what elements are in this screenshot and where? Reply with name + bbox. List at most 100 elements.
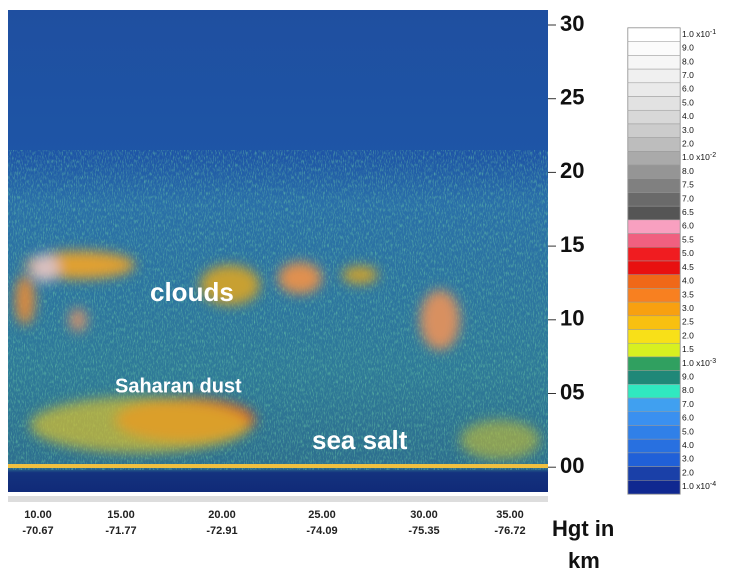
y-tick-label: 25 [560, 85, 584, 110]
axis-label: Hgt in [552, 516, 614, 541]
colorbar-cell [627, 480, 681, 495]
colorbar-cell [627, 274, 681, 289]
colorbar-cell [627, 356, 681, 371]
colorbar-label: 1.5 [682, 344, 694, 354]
colorbar-label: 1.0 x10-3 [682, 358, 716, 368]
colorbar-label: 9.0 [682, 372, 694, 382]
colorbar-label-text: 7.0 [682, 70, 694, 80]
annotation: sea salt [312, 425, 408, 455]
x-tick-label: 35.00 [496, 509, 524, 521]
colorbar-cell [627, 329, 681, 344]
x-tick-label: -70.67 [22, 525, 53, 537]
colorbar-label-text: 8.0 [682, 166, 694, 176]
x-tick-label: -74.09 [306, 525, 337, 537]
colorbar-label: 4.0 [682, 276, 694, 286]
y-tick-label: 10 [560, 306, 584, 331]
y-tick-label: 15 [560, 232, 584, 257]
colorbar-label: 1.0 x10-1 [682, 29, 716, 39]
colorbar-label-text: 7.0 [682, 194, 694, 204]
colorbar-cell [627, 288, 681, 303]
colorbar-label: 6.0 [682, 84, 694, 94]
colorbar-cell [627, 192, 681, 207]
colorbar-cell [627, 109, 681, 125]
colorbar-label: 9.0 [682, 43, 694, 53]
colorbar-cell [627, 164, 681, 180]
colorbar-cell [627, 301, 681, 317]
colorbar-label: 3.0 [682, 303, 694, 313]
annotation: clouds [150, 277, 234, 307]
colorbar-cell [627, 151, 681, 166]
colorbar-cell [627, 96, 681, 111]
x-axis-band [8, 496, 548, 502]
colorbar-label: 8.0 [682, 57, 694, 67]
colorbar-label: 5.0 [682, 98, 694, 108]
colorbar-cell [627, 452, 681, 467]
colorbar-label-text: 3.5 [682, 290, 694, 300]
colorbar-label: 6.0 [682, 413, 694, 423]
colorbar-label-text: 5.0 [682, 98, 694, 108]
colorbar-label: 4.0 [682, 440, 694, 450]
colorbar-label-exp: -4 [710, 481, 716, 488]
colorbar-label: 2.0 [682, 331, 694, 341]
colorbar-label-text: 4.5 [682, 262, 694, 272]
colorbar-cell [627, 370, 681, 385]
colorbar-label: 6.5 [682, 207, 694, 217]
colorbar-label-text: 7.0 [682, 399, 694, 409]
x-tick-label: 25.00 [308, 509, 336, 521]
colorbar-cell [627, 384, 681, 399]
colorbar-cell [627, 315, 681, 330]
lidar-image [8, 10, 548, 492]
colorbar-label: 5.5 [682, 235, 694, 245]
colorbar-label: 6.0 [682, 221, 694, 231]
colorbar-label-text: 2.0 [682, 468, 694, 478]
colorbar-label: 2.0 [682, 468, 694, 478]
colorbar-label-text: 5.0 [682, 248, 694, 258]
x-tick-label: 30.00 [410, 509, 438, 521]
colorbar-label-text: 2.0 [682, 139, 694, 149]
colorbar-cell [627, 55, 681, 70]
x-tick-label: -71.77 [105, 525, 136, 537]
colorbar-cell [627, 411, 681, 426]
colorbar-cell [627, 425, 681, 440]
colorbar-cell [627, 342, 681, 358]
colorbar-cell [627, 137, 681, 152]
colorbar-label: 7.5 [682, 180, 694, 190]
colorbar-label-text: 8.0 [682, 385, 694, 395]
colorbar-label: 3.0 [682, 125, 694, 135]
colorbar-label-text: 3.0 [682, 303, 694, 313]
colorbar-label-text: 6.0 [682, 221, 694, 231]
colorbar-label: 2.0 [682, 139, 694, 149]
axis-label: km [568, 548, 600, 573]
colorbar-label-text: 9.0 [682, 372, 694, 382]
colorbar-cell [627, 41, 681, 56]
y-tick-label: 30 [560, 11, 584, 36]
colorbar-label-text: 1.5 [682, 344, 694, 354]
colorbar-cell [627, 205, 681, 221]
x-tick-label: 15.00 [107, 509, 135, 521]
colorbar-cell [627, 438, 681, 454]
colorbar-cell [627, 219, 681, 234]
colorbar-label-text: 6.5 [682, 207, 694, 217]
colorbar-label-exp: -2 [710, 152, 716, 159]
x-tick-label: -76.72 [494, 525, 525, 537]
colorbar-cell [627, 397, 681, 413]
colorbar-label-text: 5.5 [682, 235, 694, 245]
colorbar-label-text: 4.0 [682, 276, 694, 286]
x-tick-label: -72.91 [206, 525, 237, 537]
colorbar-label-text: 1.0 x10 [682, 358, 710, 368]
colorbar-label: 2.5 [682, 317, 694, 327]
colorbar-label: 8.0 [682, 385, 694, 395]
colorbar-label: 3.0 [682, 454, 694, 464]
colorbar-label: 3.5 [682, 290, 694, 300]
colorbar-cell [627, 27, 681, 42]
colorbar-label: 7.0 [682, 399, 694, 409]
colorbar-label: 1.0 x10-4 [682, 481, 716, 491]
colorbar-cell [627, 68, 681, 84]
colorbar-label-text: 5.0 [682, 427, 694, 437]
annotation: Saharan dust [115, 375, 242, 397]
colorbar-cell [627, 233, 681, 248]
colorbar-label-text: 9.0 [682, 43, 694, 53]
colorbar-label-text: 4.0 [682, 111, 694, 121]
